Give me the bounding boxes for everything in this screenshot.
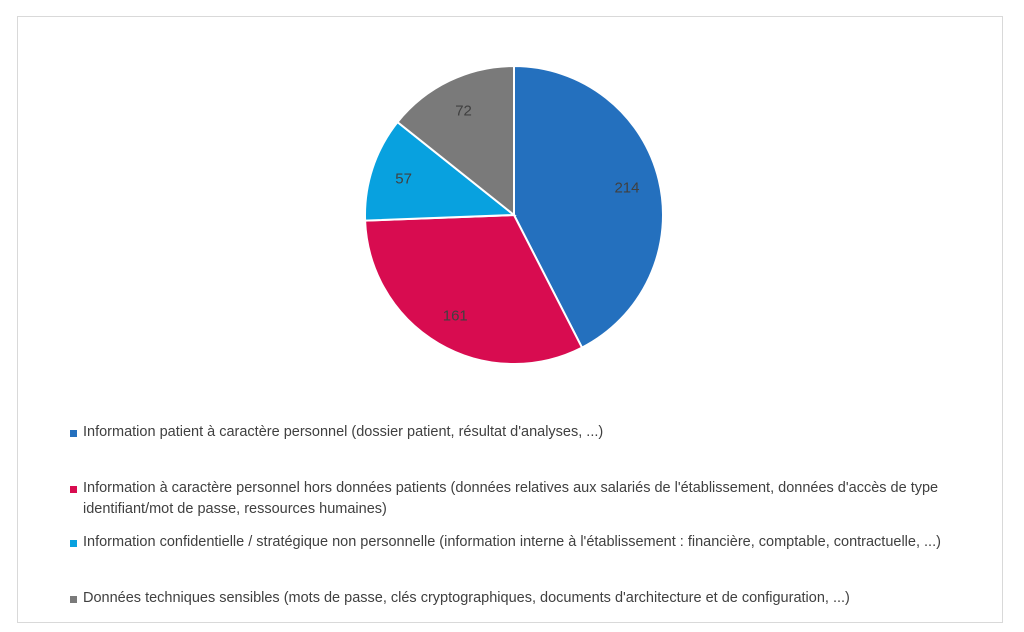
legend-item-confidential-info: Information confidentielle / stratégique… (70, 532, 950, 553)
legend-label: Données techniques sensibles (mots de pa… (83, 590, 850, 606)
pie-chart: 214 161 57 72 (364, 64, 664, 365)
legend-label: Information à caractère personnel hors d… (83, 480, 939, 517)
data-label-patient-info: 214 (614, 180, 639, 197)
pie-slice-confidential-info (364, 120, 517, 222)
pie-data-labels: 214 161 57 72 (395, 102, 639, 324)
pie-slice-personal-info (364, 213, 584, 365)
pie-slice-patient-info (513, 64, 664, 349)
legend-marker-icon (70, 430, 77, 437)
legend-marker-icon (70, 596, 77, 603)
pie-slice-technical-data (396, 64, 515, 218)
legend-item-personal-info: Information à caractère personnel hors d… (70, 478, 950, 520)
pie-slices (364, 64, 664, 365)
data-label-confidential-info: 57 (395, 171, 412, 188)
legend-item-patient-info: Information patient à caractère personne… (70, 422, 950, 443)
legend-marker-icon (70, 540, 77, 547)
legend-label: Information confidentielle / stratégique… (83, 534, 941, 550)
legend-label: Information patient à caractère personne… (83, 424, 604, 440)
data-label-personal-info: 161 (443, 307, 468, 324)
legend-item-technical-data: Données techniques sensibles (mots de pa… (70, 588, 950, 609)
legend-marker-icon (70, 486, 77, 493)
data-label-technical-data: 72 (455, 102, 472, 119)
